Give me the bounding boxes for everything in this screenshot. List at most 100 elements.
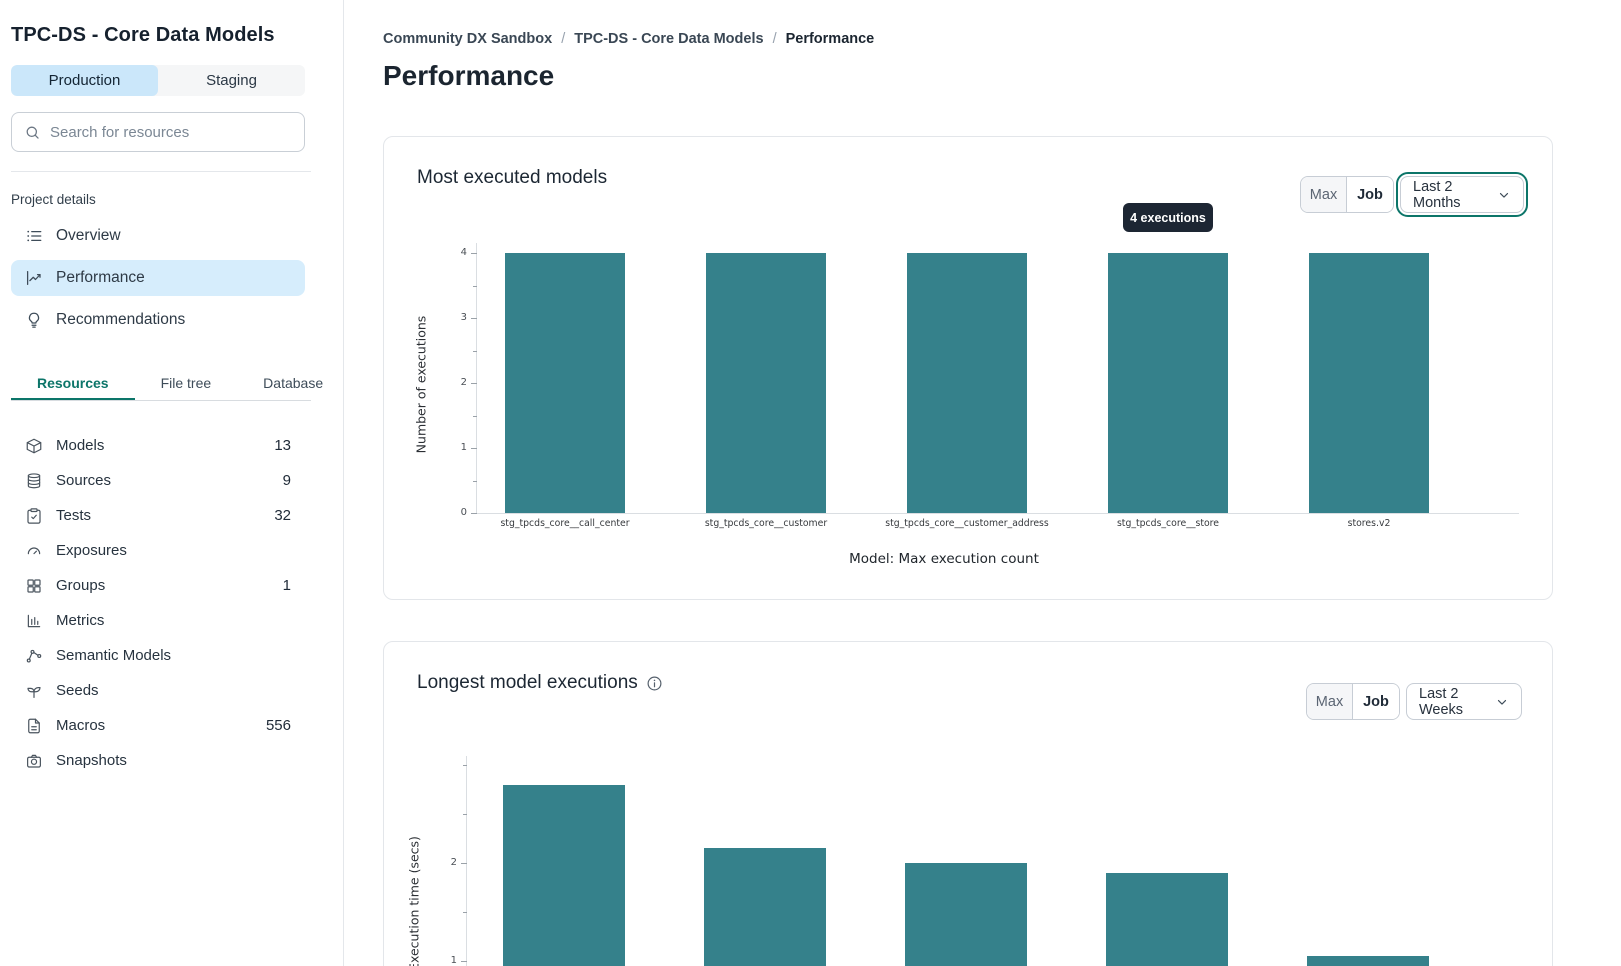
resource-count: 9	[282, 472, 291, 489]
bar[interactable]	[1307, 956, 1429, 966]
resource-item-groups[interactable]: Groups 1	[11, 568, 305, 603]
y-tick-label: 1	[450, 955, 457, 966]
sidebar: TPC-DS - Core Data Models Production Sta…	[0, 0, 344, 966]
tab-resources[interactable]: Resources	[11, 368, 135, 400]
y-tick-mark	[471, 383, 477, 384]
file-text-icon	[25, 717, 43, 735]
sidebar-item-label: Recommendations	[56, 311, 186, 328]
job-button[interactable]: Job	[1347, 177, 1393, 212]
resource-list: Models 13 Sources 9 Tests 32 Exposures Groups 1 M…	[11, 428, 305, 778]
bar[interactable]	[704, 848, 826, 966]
bar[interactable]	[1108, 253, 1228, 513]
main-content: Community DX Sandbox / TPC-DS - Core Dat…	[344, 0, 1621, 966]
y-tick-mark	[471, 448, 477, 449]
tab-database[interactable]: Database	[263, 375, 324, 391]
card-title: Most executed models	[417, 167, 608, 188]
nodes-icon	[25, 647, 43, 665]
date-range-value: Last 2 Weeks	[1419, 685, 1464, 718]
resource-label: Models	[56, 437, 105, 454]
breadcrumb-separator: /	[772, 31, 777, 47]
most-executed-models-card: Most executed models Max Job Last 2 Mont…	[383, 136, 1553, 600]
date-range-value: Last 2 Months	[1413, 178, 1461, 211]
resource-item-snapshots[interactable]: Snapshots	[11, 743, 305, 778]
x-axis-title: Model: Max execution count	[849, 551, 1039, 567]
y-tick-label: 4	[460, 247, 467, 258]
lightbulb-icon	[25, 311, 43, 329]
resource-label: Semantic Models	[56, 647, 172, 664]
y-tick-mark	[473, 350, 477, 352]
project-details-label: Project details	[11, 192, 96, 207]
info-icon[interactable]	[646, 675, 663, 692]
y-tick-mark	[463, 912, 467, 913]
sidebar-item-label: Overview	[56, 227, 121, 244]
breadcrumb-link-project[interactable]: TPC-DS - Core Data Models	[574, 31, 764, 47]
y-axis-label: Execution time (secs)	[406, 836, 422, 966]
clipboard-check-icon	[25, 507, 43, 525]
search-box[interactable]	[11, 112, 305, 152]
resource-item-metrics[interactable]: Metrics	[11, 603, 305, 638]
bar[interactable]	[907, 253, 1027, 513]
resource-item-semantic-models[interactable]: Semantic Models	[11, 638, 305, 673]
page-title: Performance	[383, 60, 555, 91]
y-tick-mark	[473, 415, 477, 417]
chevron-down-icon	[1495, 695, 1509, 709]
gauge-icon	[25, 542, 43, 560]
tab-production[interactable]: Production	[11, 65, 158, 96]
max-button[interactable]: Max	[1307, 684, 1353, 719]
list-icon	[25, 227, 43, 245]
job-button[interactable]: Job	[1353, 684, 1399, 719]
y-tick-mark	[471, 513, 477, 514]
resource-item-sources[interactable]: Sources 9	[11, 463, 305, 498]
x-tick-label: stg_tpcds_core__customer_address	[885, 518, 1049, 529]
resource-item-exposures[interactable]: Exposures	[11, 533, 305, 568]
bar[interactable]	[905, 863, 1027, 966]
resource-item-models[interactable]: Models 13	[11, 428, 305, 463]
sidebar-item-label: Performance	[56, 269, 145, 286]
resource-item-macros[interactable]: Macros 556	[11, 708, 305, 743]
grid-icon	[25, 577, 43, 595]
x-tick-label: stg_tpcds_core__store	[1116, 518, 1220, 529]
breadcrumb-separator: /	[561, 31, 566, 47]
bar[interactable]	[503, 784, 625, 966]
bar[interactable]	[706, 253, 826, 513]
sidebar-item-overview[interactable]: Overview	[11, 218, 305, 254]
y-tick-mark	[473, 285, 477, 287]
bar[interactable]	[505, 253, 625, 513]
sidebar-item-recommendations[interactable]: Recommendations	[11, 302, 305, 338]
bar[interactable]	[1106, 872, 1228, 966]
breadcrumb-link-account[interactable]: Community DX Sandbox	[383, 31, 553, 47]
max-job-toggle: Max Job	[1306, 683, 1400, 720]
resource-label: Sources	[56, 472, 112, 489]
longest-model-executions-card: Longest model executions Max Job Last 2 …	[383, 641, 1553, 966]
resource-item-tests[interactable]: Tests 32	[11, 498, 305, 533]
sidebar-item-performance[interactable]: Performance	[11, 260, 305, 296]
resource-label: Groups	[56, 577, 106, 594]
x-axis-line	[477, 513, 1519, 514]
resource-item-seeds[interactable]: Seeds	[11, 673, 305, 708]
x-tick-label: stores.v2	[1347, 518, 1391, 529]
breadcrumb-current: Performance	[785, 31, 875, 47]
y-tick-mark	[461, 961, 467, 962]
bar-chart-icon	[25, 612, 43, 630]
y-tick-label: 1	[460, 442, 467, 453]
date-range-select[interactable]: Last 2 Weeks	[1406, 683, 1522, 720]
resource-count: 556	[265, 717, 291, 734]
tab-staging[interactable]: Staging	[158, 65, 305, 96]
max-button[interactable]: Max	[1301, 177, 1347, 212]
y-tick-mark	[471, 253, 477, 254]
date-range-select[interactable]: Last 2 Months	[1396, 172, 1528, 217]
database-icon	[25, 472, 43, 490]
bar[interactable]	[1309, 253, 1429, 513]
chart-tooltip: 4 executions	[1123, 203, 1213, 232]
most-executed-models-chart: Number of executions Model: Max executio…	[384, 137, 1552, 599]
y-tick-mark	[463, 765, 467, 766]
project-title: TPC-DS - Core Data Models	[11, 24, 275, 46]
search-input[interactable]	[50, 123, 292, 141]
resource-count: 32	[274, 507, 291, 524]
sprout-icon	[25, 682, 43, 700]
tab-file-tree[interactable]: File tree	[160, 375, 212, 391]
y-tick-label: 2	[450, 857, 457, 868]
resource-label: Exposures	[56, 542, 127, 559]
x-tick-label: stg_tpcds_core__customer	[704, 518, 828, 529]
